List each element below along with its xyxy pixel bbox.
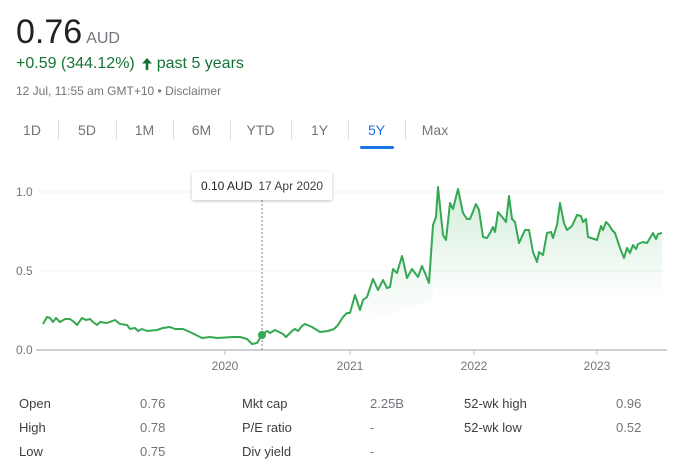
- change-value: +0.59 (344.12%): [16, 55, 135, 72]
- stat-value-div-yield: -: [370, 444, 375, 459]
- tab-5y[interactable]: 5Y: [348, 118, 405, 149]
- range-tabs: 1D 5D 1M 6M YTD 1Y 5Y Max: [6, 118, 465, 149]
- tab-1m[interactable]: 1M: [116, 118, 173, 146]
- price-line: [42, 186, 663, 345]
- stat-label-high: High: [19, 420, 46, 435]
- disclaimer-link[interactable]: Disclaimer: [165, 84, 222, 98]
- stat-label-52wk-low: 52-wk low: [464, 420, 522, 435]
- tooltip-date: 17 Apr 2020: [258, 179, 324, 193]
- y-tick-0-5: 0.5: [16, 264, 33, 278]
- chart-tooltip: 0.10 AUD 17 Apr 2020: [192, 172, 333, 200]
- tooltip-price: 0.10 AUD: [201, 179, 253, 193]
- tab-5d[interactable]: 5D: [58, 118, 116, 146]
- stat-label-open: Open: [19, 396, 51, 411]
- stat-label-pe-ratio: P/E ratio: [242, 420, 292, 435]
- stat-value-high: 0.78: [140, 420, 166, 435]
- price-change: +0.59 (344.12%) past 5 years: [16, 55, 244, 73]
- current-price: 0.76 AUD: [16, 12, 120, 59]
- tab-6m[interactable]: 6M: [173, 118, 230, 146]
- tab-max[interactable]: Max: [405, 118, 465, 146]
- tab-1y[interactable]: 1Y: [291, 118, 348, 146]
- x-tick-2021: 2021: [337, 359, 364, 373]
- x-tick-2020: 2020: [212, 359, 239, 373]
- stat-label-div-yield: Div yield: [242, 444, 292, 459]
- stat-label-low: Low: [19, 444, 43, 459]
- stat-label-52wk-high: 52-wk high: [464, 396, 527, 411]
- x-tick-2022: 2022: [461, 359, 488, 373]
- tab-1d[interactable]: 1D: [23, 122, 41, 138]
- price-currency: AUD: [86, 30, 120, 47]
- stat-value-52wk-low: 0.52: [616, 420, 642, 435]
- price-chart[interactable]: 1.0 0.5 0.0 2020 2021 2022 2023: [0, 160, 679, 380]
- stat-label-mkt-cap: Mkt cap: [242, 396, 288, 411]
- stat-value-low: 0.75: [140, 444, 166, 459]
- meta-separator: •: [157, 84, 162, 98]
- price-area-lower: [338, 225, 433, 330]
- y-tick-0-0: 0.0: [16, 343, 33, 357]
- quote-meta: 12 Jul, 11:55 am GMT+10 • Disclaimer: [16, 84, 221, 98]
- hover-point: [258, 331, 266, 339]
- y-tick-1-0: 1.0: [16, 185, 33, 199]
- stat-value-mkt-cap: 2.25B: [370, 396, 404, 411]
- change-period: past 5 years: [156, 55, 244, 72]
- timestamp: 12 Jul, 11:55 am GMT+10: [16, 84, 155, 98]
- tab-ytd[interactable]: YTD: [230, 118, 291, 146]
- price-value: 0.76: [16, 13, 83, 51]
- stat-value-open: 0.76: [140, 396, 166, 411]
- x-tick-2023: 2023: [584, 359, 611, 373]
- stat-value-pe-ratio: -: [370, 420, 375, 435]
- stat-value-52wk-high: 0.96: [616, 396, 642, 411]
- price-area: [433, 187, 662, 300]
- arrow-up-icon: [141, 58, 152, 70]
